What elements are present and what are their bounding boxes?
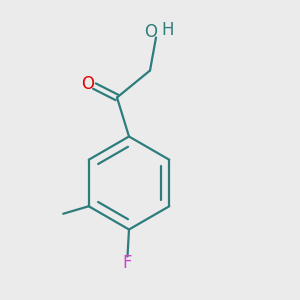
Text: H: H <box>162 21 174 39</box>
Text: O: O <box>81 75 94 93</box>
Text: O: O <box>144 23 157 41</box>
Text: F: F <box>123 254 132 272</box>
